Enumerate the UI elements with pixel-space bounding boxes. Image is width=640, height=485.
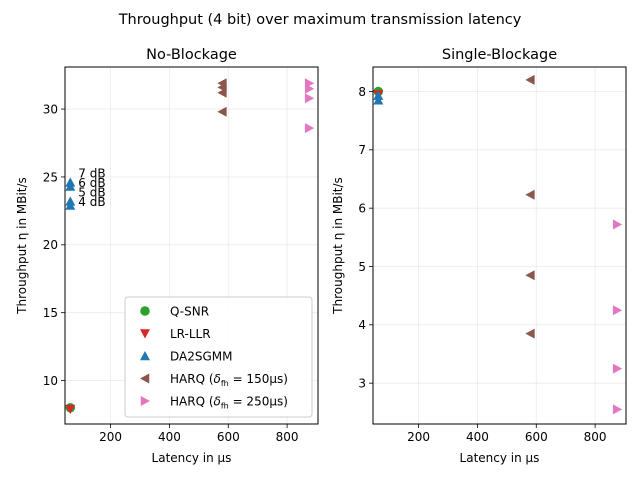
legend-label-qsnr: Q-SNR xyxy=(170,305,209,319)
figure-suptitle: Throughput (4 bit) over maximum transmis… xyxy=(118,12,522,28)
no-blockage-annotation: 7 dB xyxy=(78,166,105,180)
single-blockage-xlabel: Latency in μs xyxy=(460,451,540,465)
no-blockage-xtick-label: 400 xyxy=(158,430,181,444)
legend: Q-SNR LR-LLR DA2SGMM HARQ (δfh = 150μs) HARQ… xyxy=(124,296,313,418)
legend-marker-qsnr xyxy=(140,306,150,316)
legend-label-harq250: HARQ (δfh = 250μs) xyxy=(170,395,288,411)
axes-single-blockage: 200 400 600 800 3 4 5 6 7 8 Single-Blockage Latency… xyxy=(331,47,627,465)
no-blockage-xtick-label: 200 xyxy=(99,430,122,444)
legend-marker-da2sgmm xyxy=(140,351,150,361)
legend-marker-harq250 xyxy=(140,396,150,406)
single-blockage-title: Single-Blockage xyxy=(442,47,557,63)
no-blockage-plot-frame xyxy=(64,66,319,425)
single-blockage-ytick-label: 3 xyxy=(358,376,366,390)
no-blockage-point-da2sgmm xyxy=(65,200,76,210)
no-blockage-ylabel: Throughput η in MBit/s xyxy=(15,177,29,315)
no-blockage-xtick-label: 800 xyxy=(276,430,299,444)
no-blockage-point-da2sgmm xyxy=(65,181,76,191)
legend-item-qsnr: Q-SNR xyxy=(140,305,209,319)
axes-no-blockage: 7 dB6 dB5 dB4 dB 200 400 600 800 10 15 20 25 30 No… xyxy=(15,47,319,465)
no-blockage-ytick-label: 20 xyxy=(43,238,58,252)
legend-label-da2sgmm: DA2SGMM xyxy=(170,350,233,364)
no-blockage-annotation: 4 dB xyxy=(78,195,105,209)
no-blockage-ytick-label: 25 xyxy=(43,170,58,184)
legend-box xyxy=(124,296,313,418)
single-blockage-point-da2sgmm xyxy=(373,90,384,100)
no-blockage-annotation: 6 dB xyxy=(78,176,105,190)
single-blockage-ytick-label: 8 xyxy=(358,85,366,99)
no-blockage-ytick-label: 30 xyxy=(43,102,58,116)
no-blockage-xlabel: Latency in μs xyxy=(152,451,232,465)
single-blockage-xtick-label: 600 xyxy=(525,430,548,444)
no-blockage-xtick-label: 600 xyxy=(217,430,240,444)
single-blockage-point-da2sgmm xyxy=(373,95,384,105)
no-blockage-point-harq250 xyxy=(304,123,315,134)
no-blockage-ytick-label: 10 xyxy=(43,374,58,388)
single-blockage-xtick-label: 200 xyxy=(407,430,430,444)
no-blockage-point-harq250 xyxy=(304,83,315,94)
no-blockage-point-harq150 xyxy=(217,106,227,117)
no-blockage-ytick-label: 15 xyxy=(43,306,58,320)
single-blockage-ylabel: Throughput η in MBit/s xyxy=(331,177,345,315)
single-blockage-point-harq150 xyxy=(525,270,535,281)
single-blockage-ytick-label: 7 xyxy=(358,143,366,157)
no-blockage-point-harq250 xyxy=(304,93,315,104)
no-blockage-point-lrllr xyxy=(65,404,76,415)
single-blockage-plot-frame xyxy=(372,66,627,425)
legend-marker-harq150 xyxy=(140,373,150,384)
legend-item-lrllr: LR-LLR xyxy=(140,327,211,341)
single-blockage-point-harq150 xyxy=(525,328,535,339)
legend-item-harq150: HARQ (δfh = 150μs) xyxy=(140,372,288,388)
single-blockage-point-harq150 xyxy=(525,74,535,85)
no-blockage-annotation: 5 dB xyxy=(78,185,105,199)
single-blockage-point-harq250 xyxy=(612,305,623,316)
single-blockage-xtick-label: 400 xyxy=(466,430,489,444)
legend-label-lrllr: LR-LLR xyxy=(170,327,211,341)
single-blockage-ytick-label: 6 xyxy=(358,201,366,215)
no-blockage-title: No-Blockage xyxy=(146,47,237,63)
single-blockage-point-harq250 xyxy=(612,219,623,230)
legend-item-harq250: HARQ (δfh = 250μs) xyxy=(140,395,288,411)
legend-label-harq150: HARQ (δfh = 150μs) xyxy=(170,372,288,388)
no-blockage-point-harq150 xyxy=(217,87,227,98)
single-blockage-point-harq250 xyxy=(612,404,623,415)
single-blockage-ytick-label: 5 xyxy=(358,260,366,274)
single-blockage-point-harq150 xyxy=(525,189,535,200)
legend-marker-lrllr xyxy=(140,329,150,339)
single-blockage-point-harq250 xyxy=(612,363,623,374)
single-blockage-ytick-label: 4 xyxy=(358,318,366,332)
single-blockage-xtick-label: 800 xyxy=(584,430,607,444)
legend-item-da2sgmm: DA2SGMM xyxy=(140,350,233,364)
